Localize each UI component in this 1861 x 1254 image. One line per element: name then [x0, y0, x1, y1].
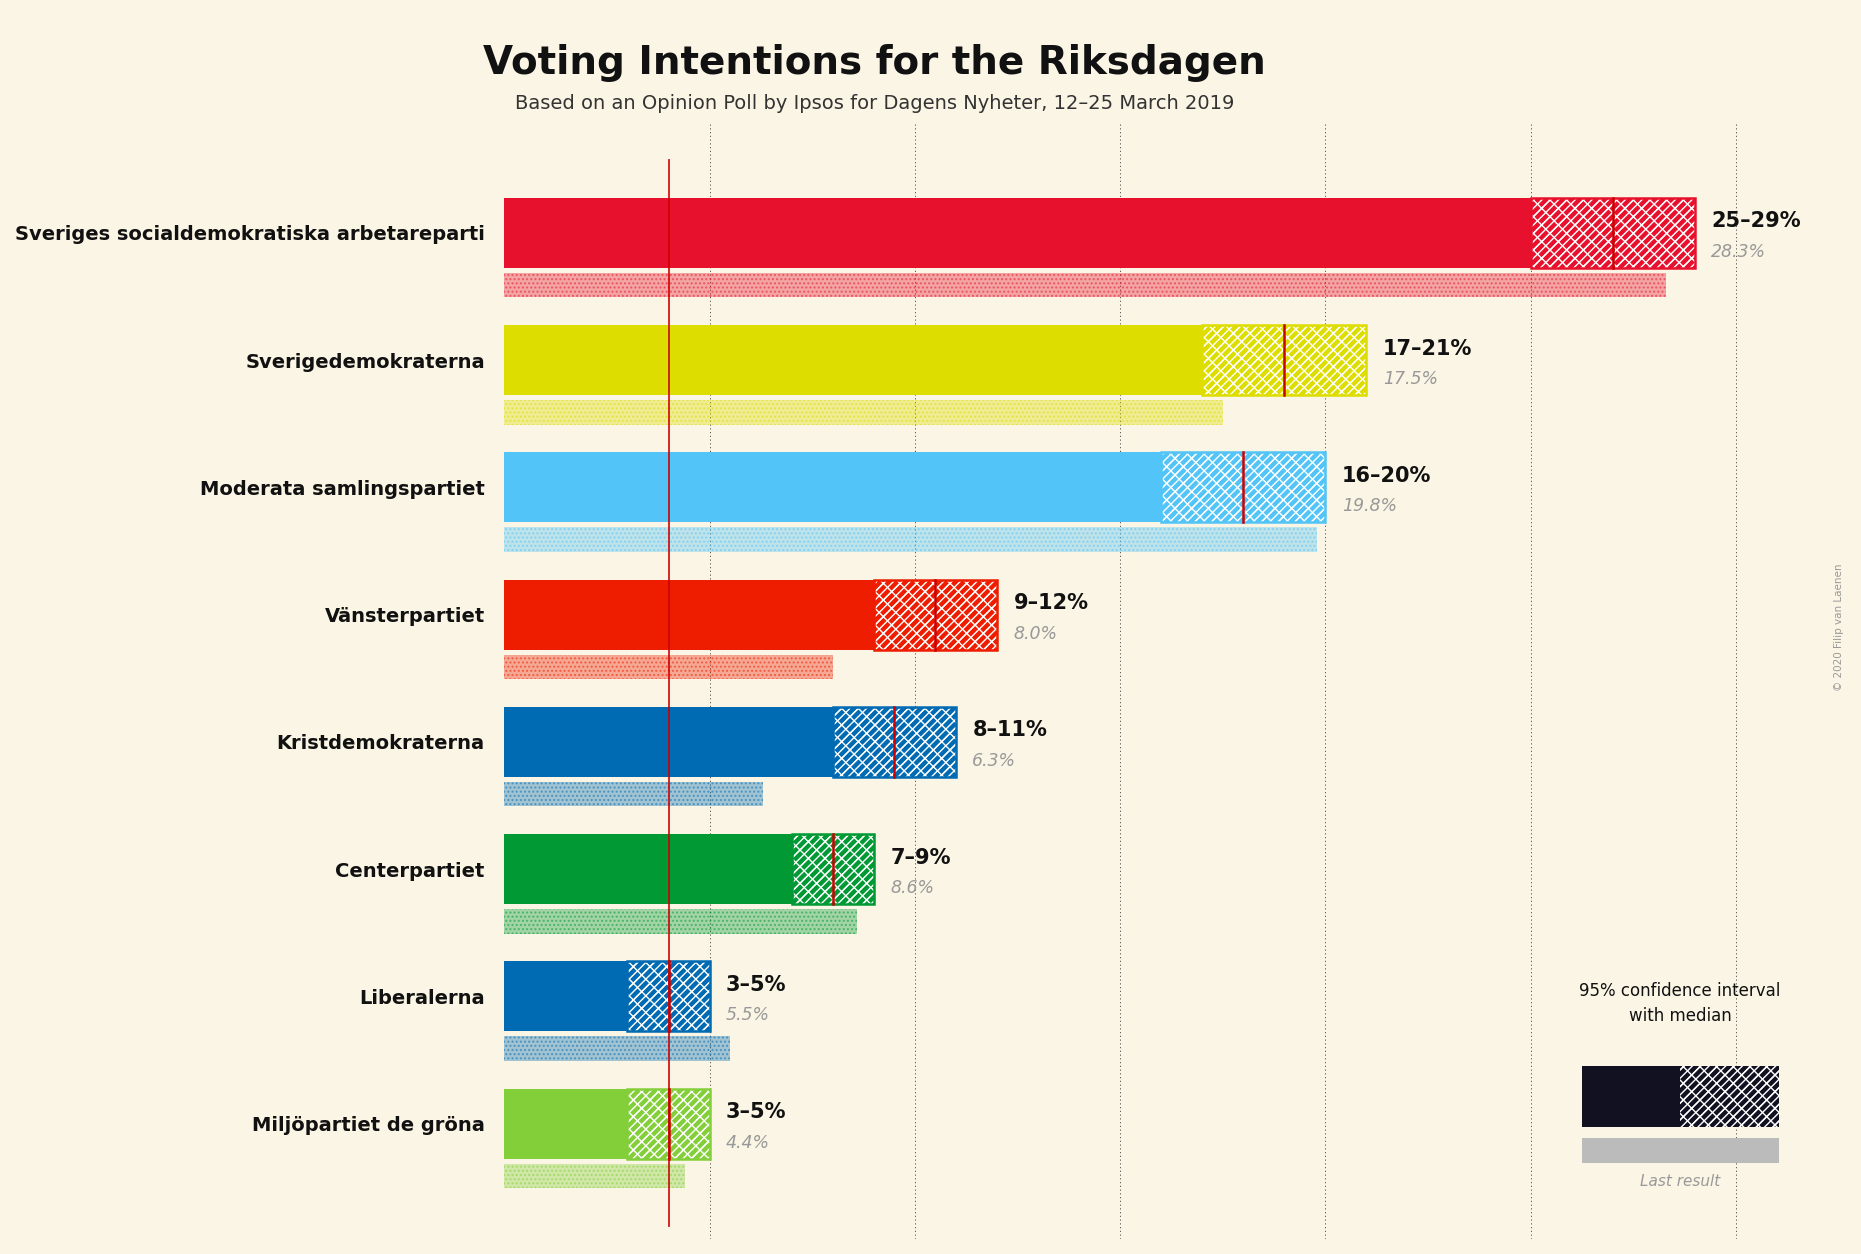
Text: 6.3%: 6.3% [971, 752, 1016, 770]
Bar [504, 528, 1318, 552]
FancyBboxPatch shape [1582, 1139, 1779, 1162]
Bar [1161, 453, 1325, 523]
Text: 3–5%: 3–5% [726, 1102, 787, 1122]
Bar [791, 834, 875, 904]
Bar [504, 909, 858, 934]
Bar [1532, 198, 1695, 268]
FancyBboxPatch shape [1582, 1066, 1680, 1127]
Bar [791, 834, 875, 904]
Bar [875, 579, 997, 650]
Bar [504, 1164, 685, 1188]
Bar [504, 962, 627, 1031]
Bar [504, 400, 1223, 425]
Text: 17.5%: 17.5% [1383, 370, 1439, 389]
Bar [504, 1088, 627, 1159]
Text: 5.5%: 5.5% [726, 1007, 770, 1025]
Bar [875, 579, 997, 650]
Bar [504, 1164, 685, 1188]
Text: 4.4%: 4.4% [726, 1134, 770, 1151]
Text: 16–20%: 16–20% [1342, 466, 1431, 487]
Bar [1161, 453, 1325, 523]
Bar [832, 707, 957, 776]
Bar [504, 579, 875, 650]
Bar [504, 655, 832, 680]
Bar [875, 579, 997, 650]
Bar [504, 400, 1223, 425]
Bar [504, 909, 858, 934]
Bar [504, 782, 763, 806]
Bar [1202, 325, 1366, 395]
Bar [875, 579, 997, 650]
Bar [504, 273, 1666, 297]
Bar [627, 962, 709, 1031]
Bar [504, 528, 1318, 552]
Text: Voting Intentions for the Riksdagen: Voting Intentions for the Riksdagen [484, 44, 1265, 82]
Bar [627, 962, 709, 1031]
Bar [504, 707, 832, 776]
Text: 7–9%: 7–9% [890, 848, 951, 868]
Bar [504, 655, 832, 680]
Text: 3–5%: 3–5% [726, 974, 787, 994]
Bar [627, 1088, 709, 1159]
Text: Last result: Last result [1640, 1174, 1720, 1189]
Bar [627, 1088, 709, 1159]
Bar [1532, 198, 1695, 268]
Text: 9–12%: 9–12% [1014, 593, 1089, 613]
Bar [1161, 453, 1325, 523]
Text: 8.6%: 8.6% [890, 879, 934, 897]
Text: 17–21%: 17–21% [1383, 339, 1472, 359]
Text: Based on an Opinion Poll by Ipsos for Dagens Nyheter, 12–25 March 2019: Based on an Opinion Poll by Ipsos for Da… [515, 94, 1234, 113]
Text: 8.0%: 8.0% [1014, 624, 1057, 643]
Text: 8–11%: 8–11% [971, 720, 1048, 740]
FancyBboxPatch shape [1680, 1066, 1779, 1127]
Bar [627, 962, 709, 1031]
Bar [791, 834, 875, 904]
Bar [832, 707, 957, 776]
Text: 28.3%: 28.3% [1712, 243, 1766, 261]
Bar [504, 273, 1666, 297]
Bar [1532, 198, 1695, 268]
Bar [1202, 325, 1366, 395]
Text: © 2020 Filip van Laenen: © 2020 Filip van Laenen [1833, 563, 1844, 691]
Bar [627, 1088, 709, 1159]
Bar [832, 707, 957, 776]
Bar [1161, 453, 1325, 523]
Text: 19.8%: 19.8% [1342, 498, 1398, 515]
Bar [1202, 325, 1366, 395]
Bar [627, 962, 709, 1031]
Bar [504, 834, 791, 904]
Bar [627, 1088, 709, 1159]
Bar [832, 707, 957, 776]
Bar [504, 325, 1202, 395]
Bar [504, 198, 1532, 268]
Bar [504, 453, 1161, 523]
Bar [504, 1036, 730, 1061]
Bar [791, 834, 875, 904]
Bar [504, 1036, 730, 1061]
Bar [1202, 325, 1366, 395]
Bar [504, 782, 763, 806]
Bar [1532, 198, 1695, 268]
Text: 25–29%: 25–29% [1712, 212, 1801, 232]
Text: 95% confidence interval
with median: 95% confidence interval with median [1580, 982, 1781, 1025]
